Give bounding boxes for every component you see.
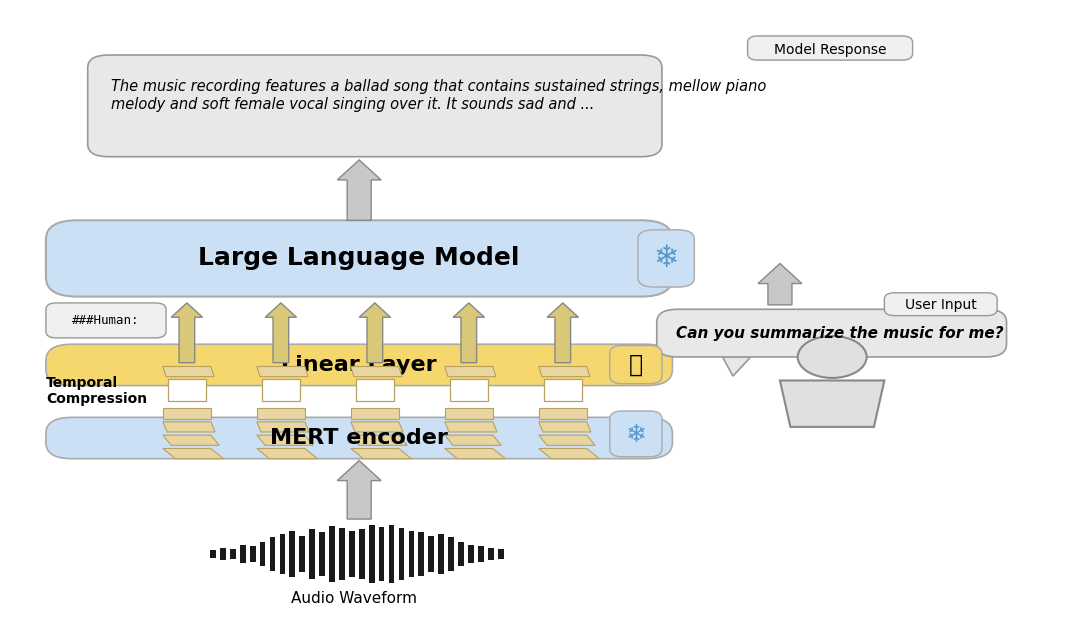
- Bar: [349, 531, 355, 577]
- Bar: [240, 545, 245, 563]
- Bar: [438, 535, 444, 574]
- Bar: [409, 531, 414, 577]
- Bar: [389, 525, 395, 583]
- Polygon shape: [163, 408, 211, 419]
- FancyBboxPatch shape: [45, 345, 672, 386]
- Polygon shape: [257, 435, 313, 445]
- Bar: [458, 542, 464, 566]
- Text: Audio Waveform: Audio Waveform: [291, 591, 417, 606]
- Bar: [468, 545, 473, 563]
- Bar: [369, 526, 375, 583]
- Polygon shape: [722, 357, 750, 376]
- Polygon shape: [163, 435, 219, 445]
- FancyBboxPatch shape: [610, 411, 662, 457]
- Polygon shape: [351, 435, 408, 445]
- FancyBboxPatch shape: [45, 417, 672, 459]
- Bar: [418, 533, 424, 576]
- FancyBboxPatch shape: [168, 379, 205, 401]
- Bar: [259, 542, 266, 566]
- Polygon shape: [163, 448, 224, 459]
- FancyArrow shape: [359, 303, 390, 363]
- FancyBboxPatch shape: [657, 309, 1006, 357]
- Bar: [210, 549, 216, 558]
- FancyArrow shape: [453, 303, 484, 363]
- FancyArrow shape: [265, 303, 296, 363]
- FancyBboxPatch shape: [450, 379, 488, 401]
- Bar: [250, 546, 255, 562]
- Text: User Input: User Input: [905, 298, 976, 312]
- Polygon shape: [444, 422, 497, 432]
- Text: The music recording features a ballad song that contains sustained strings, mell: The music recording features a ballad so…: [110, 79, 766, 111]
- FancyBboxPatch shape: [45, 303, 166, 338]
- Polygon shape: [538, 422, 591, 432]
- Bar: [449, 538, 454, 571]
- Text: Can you summarize the music for me?: Can you summarize the music for me?: [676, 326, 1003, 341]
- Polygon shape: [444, 448, 505, 459]
- FancyArrow shape: [337, 160, 382, 220]
- Polygon shape: [444, 366, 496, 377]
- Polygon shape: [257, 366, 308, 377]
- Bar: [221, 547, 226, 560]
- FancyBboxPatch shape: [610, 346, 662, 384]
- Bar: [319, 533, 325, 576]
- Polygon shape: [444, 408, 493, 419]
- Text: MERT encoder: MERT encoder: [270, 428, 449, 448]
- Polygon shape: [538, 366, 590, 377]
- Bar: [290, 531, 295, 577]
- Polygon shape: [351, 448, 412, 459]
- Bar: [299, 536, 305, 573]
- Polygon shape: [351, 408, 399, 419]
- Polygon shape: [538, 448, 599, 459]
- Bar: [478, 546, 483, 562]
- FancyBboxPatch shape: [544, 379, 582, 401]
- Polygon shape: [780, 381, 884, 427]
- Text: Model Response: Model Response: [774, 43, 886, 57]
- Polygon shape: [351, 366, 402, 377]
- Circle shape: [798, 336, 867, 378]
- FancyBboxPatch shape: [748, 36, 912, 60]
- Bar: [309, 529, 315, 579]
- Polygon shape: [538, 408, 587, 419]
- Bar: [497, 549, 504, 559]
- Polygon shape: [163, 366, 214, 377]
- Bar: [329, 526, 335, 582]
- Polygon shape: [538, 435, 596, 445]
- Polygon shape: [257, 408, 305, 419]
- Bar: [378, 527, 385, 582]
- FancyBboxPatch shape: [638, 230, 694, 287]
- Text: ###Human:: ###Human:: [72, 314, 139, 327]
- Text: Temporal
Compression: Temporal Compression: [45, 376, 147, 406]
- Bar: [399, 528, 404, 580]
- Bar: [339, 528, 345, 580]
- Text: ❄: ❄: [653, 244, 679, 273]
- Polygon shape: [257, 422, 309, 432]
- FancyArrow shape: [171, 303, 202, 363]
- FancyBboxPatch shape: [88, 55, 662, 156]
- Bar: [230, 549, 236, 559]
- FancyBboxPatch shape: [262, 379, 299, 401]
- Bar: [488, 547, 494, 560]
- Bar: [269, 538, 276, 571]
- Polygon shape: [444, 435, 502, 445]
- FancyBboxPatch shape: [356, 379, 393, 401]
- Text: Linear Layer: Linear Layer: [281, 355, 437, 375]
- Polygon shape: [163, 422, 215, 432]
- Text: ❄: ❄: [626, 423, 646, 447]
- Bar: [428, 536, 435, 573]
- FancyArrow shape: [337, 460, 382, 519]
- FancyBboxPatch shape: [45, 220, 672, 297]
- FancyArrow shape: [547, 303, 578, 363]
- Text: 🔥: 🔥: [629, 353, 643, 377]
- Text: Large Language Model: Large Language Model: [199, 247, 520, 270]
- FancyBboxPatch shape: [884, 293, 997, 316]
- Polygon shape: [351, 422, 403, 432]
- Bar: [280, 535, 285, 574]
- FancyArrow shape: [758, 263, 802, 305]
- Bar: [359, 529, 364, 579]
- Polygon shape: [257, 448, 318, 459]
